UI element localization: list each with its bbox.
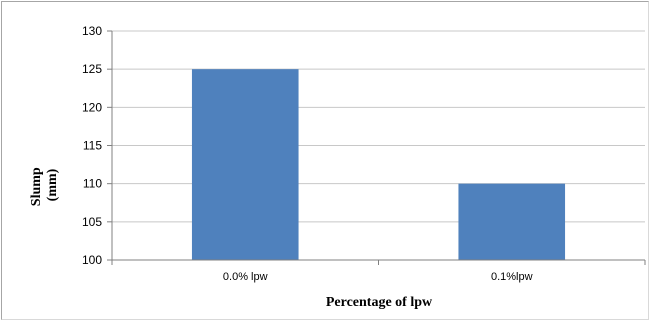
x-axis-title: Percentage of lpw: [326, 295, 433, 310]
y-tick-label: 125: [82, 62, 102, 76]
x-tick-label: 0.0% lpw: [223, 271, 268, 283]
axes: [111, 31, 646, 265]
y-tick-label: 105: [82, 215, 102, 229]
y-tick-label: 100: [82, 253, 102, 267]
y-axis-title-line-2: (mm): [45, 168, 60, 201]
y-tick-label: 130: [82, 24, 102, 38]
y-tick-label: 110: [83, 177, 102, 191]
y-tick-label: 115: [83, 139, 102, 153]
bar: [191, 69, 299, 261]
y-axis-title: Slump (mm): [29, 164, 60, 206]
bars: [191, 69, 566, 261]
x-tick-labels: 0.0% lpw 0.1%lpw: [223, 271, 533, 283]
bar: [458, 183, 566, 260]
y-axis-title-line-1: Slump: [29, 167, 44, 206]
y-tick-label: 120: [82, 100, 102, 114]
x-tick-label: 0.1%lpw: [491, 271, 533, 283]
y-tick-labels: 100 105 110 115 120 125 130: [82, 24, 102, 267]
